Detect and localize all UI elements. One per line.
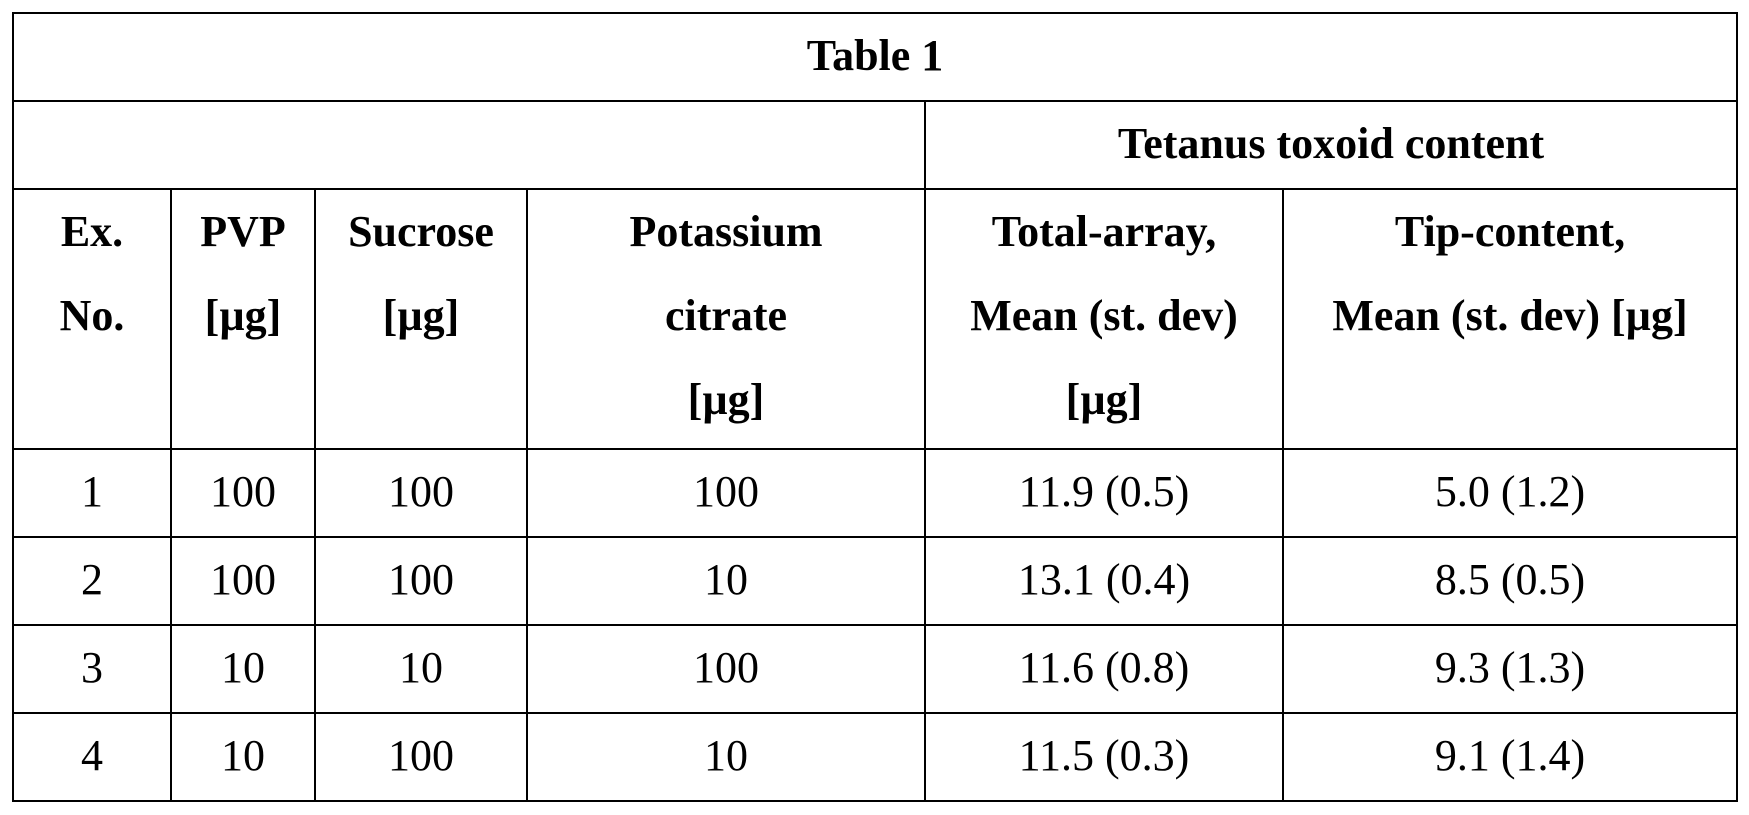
table-cell: 100 [315,449,527,537]
header-line: Mean (st. dev) [926,274,1282,358]
table-cell: 8.5 (0.5) [1283,537,1737,625]
table-cell: 100 [527,449,925,537]
table-cell: 10 [527,713,925,801]
column-header-total-array: Total-array, Mean (st. dev) [µg] [925,189,1283,449]
header-line: No. [14,274,170,358]
table-cell: 10 [527,537,925,625]
table-cell: 1 [13,449,171,537]
table-cell: 11.9 (0.5) [925,449,1283,537]
table-cell: 5.0 (1.2) [1283,449,1737,537]
table-cell: 100 [315,537,527,625]
header-line: [µg] [172,274,314,358]
header-line: [µg] [926,358,1282,442]
table-row: 2 100 100 10 13.1 (0.4) 8.5 (0.5) [13,537,1737,625]
table-cell: 11.6 (0.8) [925,625,1283,713]
table-cell: 13.1 (0.4) [925,537,1283,625]
column-header-ex-no: Ex. No. [13,189,171,449]
column-header-sucrose: Sucrose [µg] [315,189,527,449]
column-header-tip-content: Tip-content, Mean (st. dev) [µg] [1283,189,1737,449]
table-cell: 100 [527,625,925,713]
header-line: [µg] [316,274,526,358]
header-line: [µg] [528,358,924,442]
table-cell: 3 [13,625,171,713]
table-cell: 10 [171,713,315,801]
table-cell: 100 [315,713,527,801]
column-header-row: Ex. No. PVP [µg] Sucrose [µg] Potassium … [13,189,1737,449]
table-cell: 2 [13,537,171,625]
table-row: 4 10 100 10 11.5 (0.3) 9.1 (1.4) [13,713,1737,801]
table-cell: 10 [171,625,315,713]
table-caption: Table 1 [13,13,1737,101]
table-cell: 9.3 (1.3) [1283,625,1737,713]
table-cell: 100 [171,537,315,625]
table-cell: 4 [13,713,171,801]
table-row: 3 10 10 100 11.6 (0.8) 9.3 (1.3) [13,625,1737,713]
table-row: 1 100 100 100 11.9 (0.5) 5.0 (1.2) [13,449,1737,537]
group-header-blank [13,101,925,189]
caption-row: Table 1 [13,13,1737,101]
header-line: Mean (st. dev) [µg] [1284,274,1736,358]
data-table: Table 1 Tetanus toxoid content Ex. No. P… [12,12,1738,802]
header-line: Tip-content, [1284,190,1736,274]
header-line: Sucrose [316,190,526,274]
table-cell: 11.5 (0.3) [925,713,1283,801]
header-line: Ex. [14,190,170,274]
group-header-row: Tetanus toxoid content [13,101,1737,189]
table-cell: 100 [171,449,315,537]
table-cell: 10 [315,625,527,713]
header-line: Total-array, [926,190,1282,274]
column-header-potassium-citrate: Potassium citrate [µg] [527,189,925,449]
header-line: citrate [528,274,924,358]
column-header-pvp: PVP [µg] [171,189,315,449]
table-cell: 9.1 (1.4) [1283,713,1737,801]
header-line: PVP [172,190,314,274]
group-header-tetanus: Tetanus toxoid content [925,101,1737,189]
header-line: Potassium [528,190,924,274]
